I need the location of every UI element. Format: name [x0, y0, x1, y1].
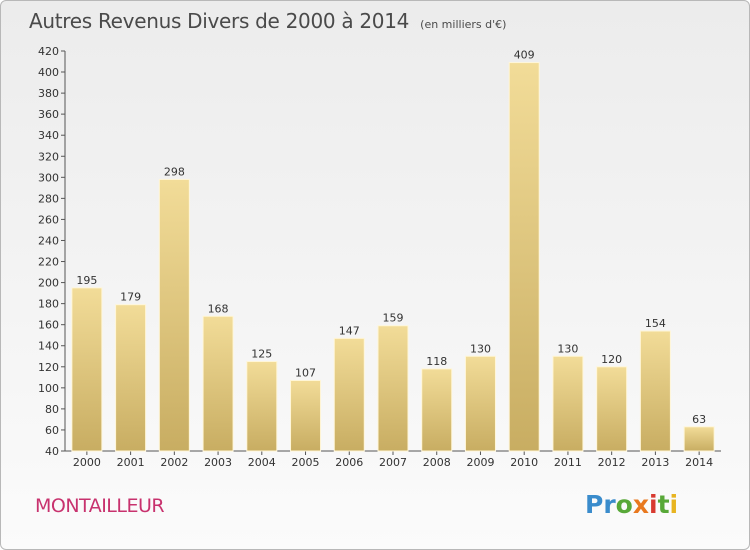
y-tick-label: 280	[38, 192, 59, 205]
y-tick-label: 400	[38, 66, 59, 79]
x-tick-label: 2001	[117, 456, 145, 469]
chart-title-row: Autres Revenus Divers de 2000 à 2014 (en…	[29, 9, 506, 33]
data-labels-group: 195 179 298 168 125 107 147 159 118 130 409 130 120 1…	[76, 49, 706, 426]
y-tick-label: 200	[38, 277, 59, 290]
x-tick-label: 2006	[335, 456, 363, 469]
bar-2007	[377, 325, 409, 452]
x-tick-label: 2003	[204, 456, 232, 469]
data-label: 147	[339, 324, 360, 337]
chart-title: Autres Revenus Divers de 2000 à 2014	[29, 9, 410, 33]
data-label: 168	[208, 302, 229, 315]
x-tick-label: 2012	[598, 456, 626, 469]
data-label: 107	[295, 366, 316, 379]
x-tick-label: 2004	[248, 456, 276, 469]
data-label: 154	[645, 317, 666, 330]
data-label: 409	[514, 49, 535, 62]
bar-2001	[115, 304, 147, 452]
y-tick-label: 40	[45, 445, 59, 458]
x-tick-label: 2010	[510, 456, 538, 469]
bar-2005	[290, 379, 322, 452]
data-label: 130	[470, 342, 491, 355]
data-label: 179	[120, 291, 141, 304]
bar-2010	[508, 62, 540, 452]
commune-name: MONTAILLEUR	[35, 495, 165, 517]
y-tick-label: 80	[45, 403, 59, 416]
bar-2009	[464, 355, 496, 452]
data-label: 118	[426, 355, 447, 368]
y-tick-label: 140	[38, 340, 59, 353]
y-tick-label: 240	[38, 234, 59, 247]
y-tick-label: 220	[38, 256, 59, 269]
y-tick-label: 420	[38, 45, 59, 58]
y-tick-label: 160	[38, 319, 59, 332]
data-label: 159	[383, 312, 404, 325]
y-axis: 40 60 80 100 120 140 160 180 200 220 240 260 280 300 3…	[38, 45, 66, 458]
bar-2008	[421, 368, 453, 452]
bars-group	[71, 62, 715, 452]
x-tick-label: 2013	[641, 456, 669, 469]
y-tick-label: 60	[45, 424, 59, 437]
data-label: 130	[557, 342, 578, 355]
y-tick-label: 260	[38, 213, 59, 226]
proxiti-logo: Proxiti	[585, 490, 679, 519]
bar-2013	[639, 330, 671, 452]
y-tick-label: 180	[38, 298, 59, 311]
bar-2014	[683, 426, 715, 452]
data-label: 298	[164, 165, 185, 178]
x-tick-label: 2002	[160, 456, 188, 469]
y-tick-label: 360	[38, 108, 59, 121]
x-tick-label: 2000	[73, 456, 101, 469]
y-tick-label: 380	[38, 87, 59, 100]
bar-2002	[158, 178, 190, 452]
bar-2012	[596, 366, 628, 452]
y-tick-label: 120	[38, 361, 59, 374]
x-axis: 2000 2001 2002 2003 2004 2005 2006 2007 2008 2009…	[65, 450, 721, 469]
bar-2006	[333, 337, 365, 452]
data-label: 63	[692, 413, 706, 426]
y-tick-label: 300	[38, 171, 59, 184]
bar-2011	[552, 355, 584, 452]
y-tick-label: 340	[38, 129, 59, 142]
data-label: 195	[76, 274, 97, 287]
x-tick-label: 2007	[379, 456, 407, 469]
y-tick-label: 100	[38, 382, 59, 395]
x-tick-label: 2014	[685, 456, 713, 469]
bar-2004	[246, 361, 278, 452]
data-label: 120	[601, 353, 622, 366]
x-tick-label: 2011	[554, 456, 582, 469]
x-tick-label: 2005	[292, 456, 320, 469]
y-tick-label: 320	[38, 150, 59, 163]
x-tick-label: 2008	[423, 456, 451, 469]
bar-2003	[202, 315, 234, 452]
chart-subtitle: (en milliers d'€)	[420, 18, 507, 31]
x-tick-label: 2009	[466, 456, 494, 469]
data-label: 125	[251, 348, 272, 361]
bar-2000	[71, 287, 103, 452]
